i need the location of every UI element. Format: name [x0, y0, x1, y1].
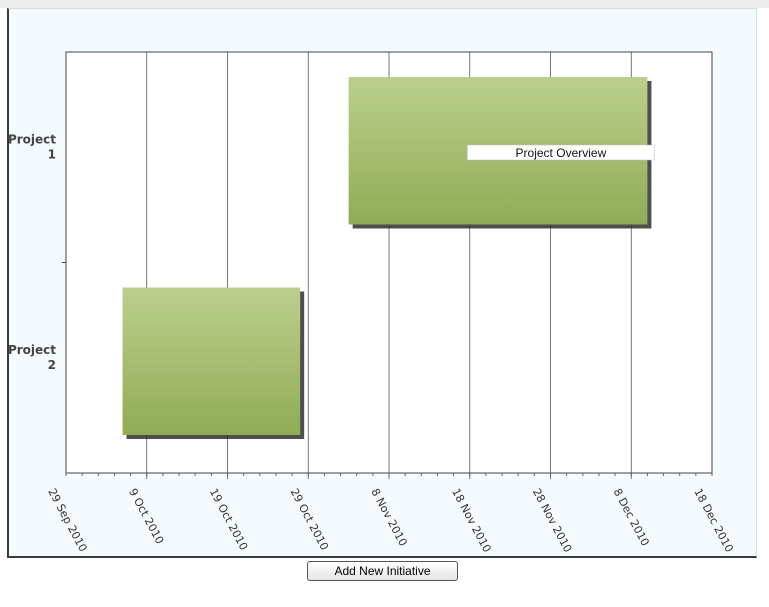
x-tick-label: 9 Oct 2010	[126, 486, 166, 546]
task-bar[interactable]	[122, 287, 301, 436]
add-new-initiative-button[interactable]: Add New Initiative	[307, 561, 458, 581]
x-tick-label: 8 Nov 2010	[368, 486, 409, 548]
task-label-box	[467, 144, 655, 161]
gantt-chart: Project Overview Project 1 Project 2 29 Sep…	[8, 51, 736, 555]
task-bars: Project Overview	[122, 77, 655, 439]
category-label: Project 1	[8, 132, 56, 161]
x-tick-label: 18 Nov 2010	[449, 486, 494, 554]
category-label: Project 2	[8, 343, 56, 372]
task-label: Project Overview	[516, 146, 607, 160]
x-tick-label: 29 Sep 2010	[45, 486, 89, 554]
x-tick-label: 18 Dec 2010	[691, 486, 735, 554]
top-bar	[0, 0, 769, 8]
x-tick-label: 29 Oct 2010	[288, 486, 331, 552]
category-labels: Project 1 Project 2	[8, 132, 56, 372]
date-tick-labels: 29 Sep 2010 9 Oct 2010 19 Oct 2010 29 Oct 2…	[45, 486, 735, 554]
x-tick-label: 19 Oct 2010	[207, 486, 250, 552]
x-tick-label: 8 Dec 2010	[611, 486, 652, 548]
x-tick-label: 28 Nov 2010	[530, 486, 575, 554]
